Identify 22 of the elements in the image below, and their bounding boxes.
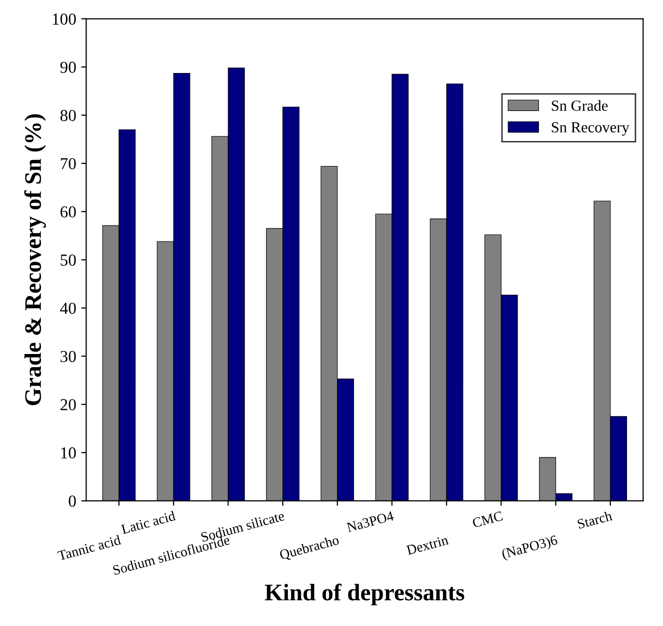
y-tick-label: 90 (60, 62, 76, 73)
x-tick-label: Latic acid (120, 510, 176, 534)
y-tick-label: 20 (60, 399, 76, 410)
y-tick-label: 50 (60, 254, 76, 266)
y-tick-label: 60 (60, 206, 76, 218)
y-tick-label: 0 (68, 496, 76, 507)
y-tick-label: 80 (60, 110, 76, 122)
x-tick-label: Starch (576, 510, 613, 529)
x-axis-title: Kind of depressants (264, 584, 464, 606)
y-tick-label: 10 (61, 447, 76, 459)
y-tick-label: 30 (60, 350, 76, 362)
y-tick-label: 40 (60, 302, 76, 314)
x-tick-label: Dextrin (406, 535, 449, 555)
x-tick-label: Quebracho (279, 534, 340, 562)
legend-label: Sn Recovery (552, 122, 630, 136)
x-tick-label: Na3PO4 (346, 511, 394, 532)
y-tick-label: 70 (60, 158, 76, 170)
legend-label: Sn Grade (552, 100, 608, 111)
y-axis-title: Grade & Recovery of Sn (%) (24, 114, 46, 406)
x-tick-label: CMC (472, 511, 503, 528)
y-tick-label: 100 (52, 13, 76, 25)
x-tick-label: Tannic acid (57, 534, 122, 561)
